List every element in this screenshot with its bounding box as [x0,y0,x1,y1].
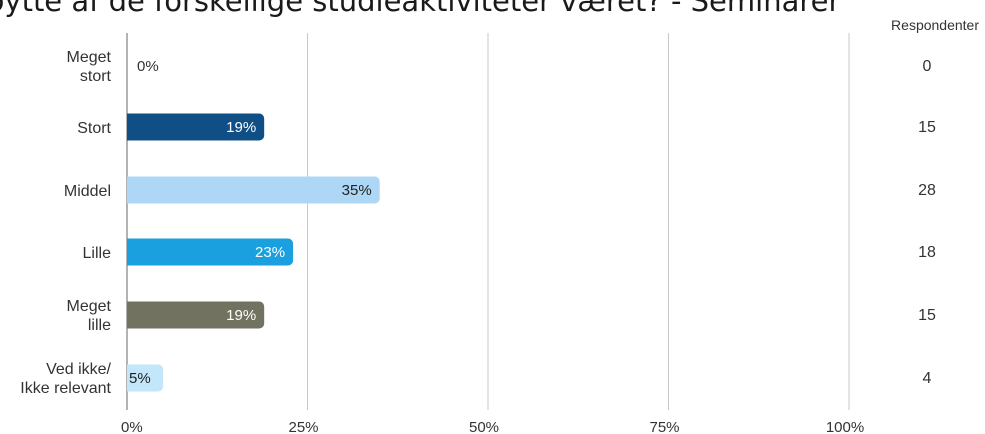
respondents-header: Respondenter [891,17,979,33]
bar-value-label: 19% [226,119,256,136]
bar-value-label: 0% [137,58,159,75]
x-tick-label: 25% [288,419,318,434]
respondent-count: 28 [918,182,936,199]
x-tick-label: 100% [826,419,864,434]
respondent-count: 4 [923,370,932,387]
respondent-count: 15 [918,307,936,324]
category-label: Ved ikke/Ikke relevant [20,361,111,397]
category-label: Middel [64,183,111,200]
gridlines [126,33,850,410]
x-tick-label: 50% [469,419,499,434]
bar-value-label: 5% [129,370,151,387]
bar [127,364,164,392]
category-label: Meget lille [67,298,112,334]
bar-base [127,364,133,392]
bar-base [127,113,133,141]
respondent-counts: 0 15 28 18 15 4 [918,58,936,387]
bar-value-label: 35% [342,182,372,199]
chart-title: bytte af de forskellige studieaktivitete… [0,0,841,18]
bar-value-label: 23% [255,244,285,261]
respondent-count: 15 [918,119,936,136]
bar-value-label: 19% [226,307,256,324]
bar [127,238,294,266]
category-label: Lille [83,245,112,262]
x-tick-label: 75% [649,419,679,434]
respondent-count: 0 [923,58,932,75]
bar [127,301,265,329]
x-tick-label: 0% [121,419,143,434]
bar-base [127,176,133,204]
bar-base [127,301,133,329]
bar [127,176,380,204]
bars: 0% 19% 35% 23% 19% 5% [127,58,380,392]
bar-base [127,238,133,266]
category-label: Meget stort [67,49,112,85]
respondent-count: 18 [918,244,936,261]
category-labels: Meget stort Stort Middel Lille Meget lille Ved … [20,49,111,397]
x-axis-ticks: 0% 25% 50% 75% 100% [121,419,864,434]
category-label: Stort [77,120,111,137]
bar [127,113,265,141]
